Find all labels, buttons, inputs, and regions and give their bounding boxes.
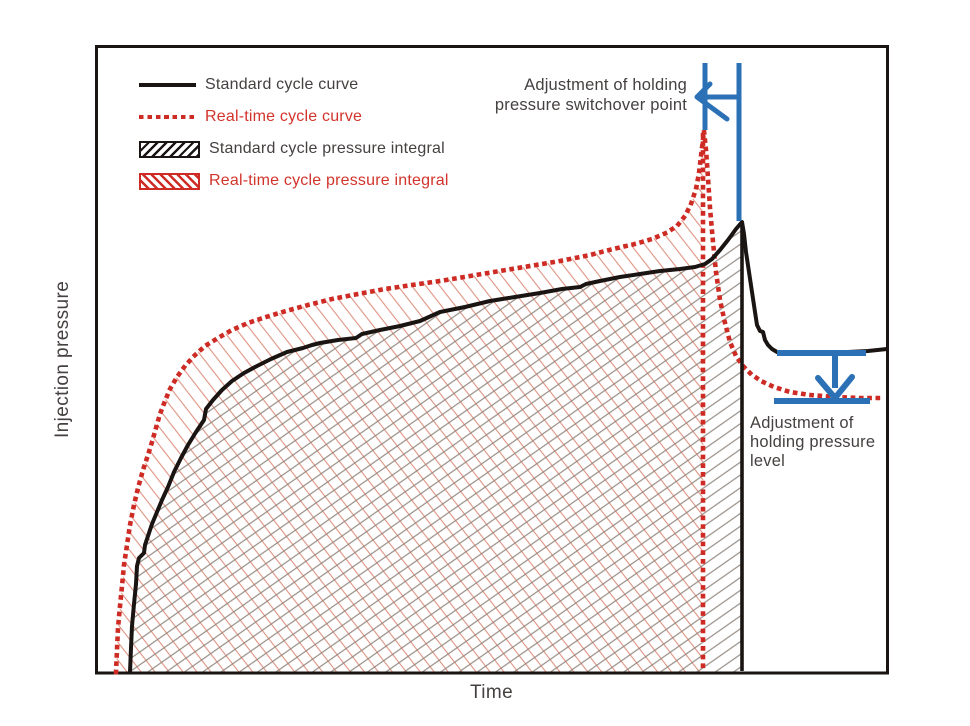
standard-cycle-curve [128,220,889,674]
y-axis-label: Injection pressure [52,280,73,439]
dotted-line-swatch-icon [139,114,196,120]
legend-label: Standard cycle curve [205,76,359,93]
legend-item-realtime-curve: Real-time cycle curve [139,101,449,133]
x-axis-label: Time [469,682,514,703]
holding-annotation-line1: Adjustment of [750,414,854,432]
legend-label: Standard cycle pressure integral [209,140,445,157]
legend-item-standard-curve: Standard cycle curve [139,69,449,101]
legend-label: Real-time cycle curve [205,108,363,125]
legend-item-standard-integral: Standard cycle pressure integral [139,133,449,165]
standard-pressure-integral-area [130,222,742,672]
holding-level-annotation: Adjustment of holding pressure level [750,414,875,471]
switchover-annotation: Adjustment of holding pressure switchove… [495,76,687,115]
forward-hatch-swatch-icon [139,140,200,158]
legend-item-realtime-integral: Real-time cycle pressure integral [139,165,449,197]
legend-label: Real-time cycle pressure integral [209,172,449,189]
holding-annotation-line3: level [750,452,785,470]
legend: Standard cycle curve Real-time cycle cur… [139,69,449,197]
realtime-cycle-curve [113,128,886,675]
holding-down-arrowhead-icon [815,374,855,401]
back-hatch-swatch-icon [139,172,200,190]
switchover-annotation-line2: pressure switchover point [494,95,687,114]
solid-line-swatch-icon [139,83,196,87]
holding-annotation-line2: holding pressure [750,433,876,451]
switchover-adjustment-marks [694,63,742,221]
switchover-annotation-line1: Adjustment of holding [524,76,687,94]
plot-border [95,45,889,675]
switchover-left-arrowhead-icon [694,81,730,122]
holding-level-adjustment-marks [774,350,870,404]
